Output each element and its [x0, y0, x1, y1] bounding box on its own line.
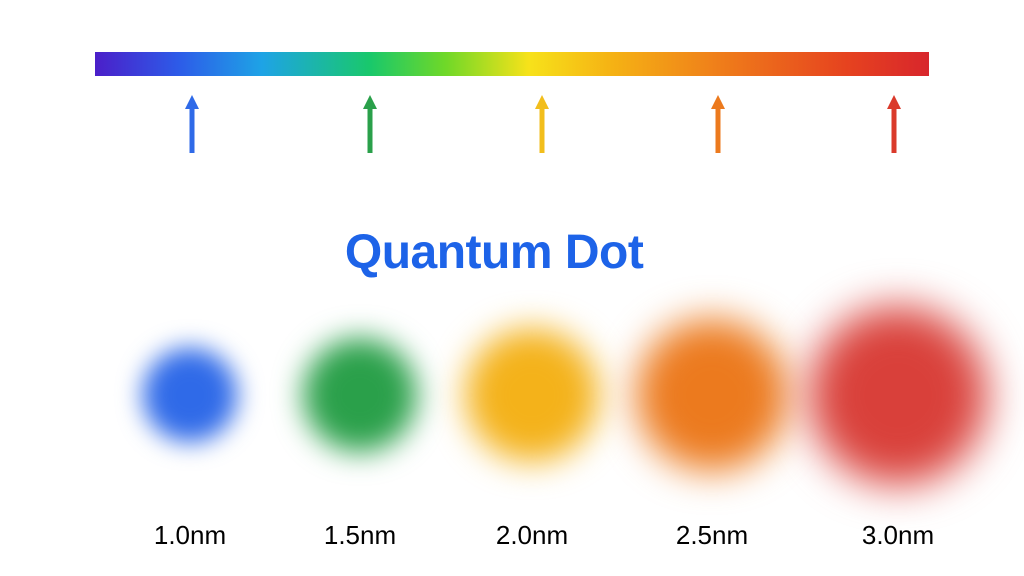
- spectrum-gradient-bar: [95, 52, 929, 76]
- quantum-dot-2: [463, 326, 601, 464]
- diagram-title: Quantum Dot: [345, 225, 643, 280]
- dot-circle-icon: [301, 336, 419, 454]
- spectrum-arrow-2: [535, 95, 549, 153]
- quantum-dot-0: [141, 346, 239, 444]
- spectrum-arrow-4: [887, 95, 901, 153]
- dot-circle-icon: [633, 316, 791, 474]
- dot-circle-icon: [806, 303, 991, 488]
- quantum-dot-3: [633, 316, 791, 474]
- quantum-dot-1: [301, 336, 419, 454]
- dots-row: [0, 298, 1024, 498]
- spectrum-arrow-1: [363, 95, 377, 153]
- arrows-row: [0, 95, 1024, 165]
- dot-circle-icon: [463, 326, 601, 464]
- dot-size-label: 2.5nm: [676, 520, 748, 551]
- quantum-dot-4: [806, 303, 991, 488]
- spectrum-arrow-3: [711, 95, 725, 153]
- dot-circle-icon: [141, 346, 239, 444]
- dot-size-label: 1.5nm: [324, 520, 396, 551]
- spectrum-arrow-0: [185, 95, 199, 153]
- dot-size-label: 3.0nm: [862, 520, 934, 551]
- dot-size-label: 2.0nm: [496, 520, 568, 551]
- quantum-dot-infographic: Quantum Dot 1.0nm 1.5nm 2.0nm 2.5nm 3.0nm: [0, 0, 1024, 576]
- dot-size-label: 1.0nm: [154, 520, 226, 551]
